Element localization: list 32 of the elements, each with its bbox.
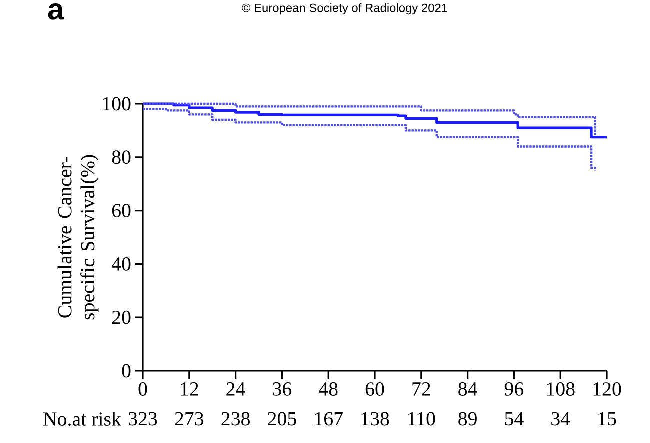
text: © European Society of Radiology 2021 [242,4,448,15]
y-tick-label: 0 [122,364,131,378]
x-tick-label: 48 [319,382,338,396]
text: 273 [175,412,204,426]
y-axis-title: Cumulative Cancer-specific Survival(%) [58,155,99,320]
text: 238 [222,412,250,426]
text: 54 [505,412,524,426]
text: 89 [458,412,477,426]
text: 138 [362,412,390,426]
text: 323 [129,412,158,426]
text: 110 [408,412,436,426]
text: 205 [268,412,296,426]
y-tick-label: 40 [112,257,131,271]
x-tick-label: 120 [594,382,622,396]
x-tick-label: 24 [226,382,246,396]
y-tick-label: 100 [103,97,131,111]
text: 167 [315,412,343,426]
y-tick-label: 80 [112,150,131,164]
x-tick-label: 36 [273,382,292,396]
chart-title: a [48,4,64,20]
x-tick-label: 96 [504,382,524,396]
text: 15 [598,412,616,426]
x-tick-label: 12 [181,382,198,396]
text: 34 [552,412,570,426]
y-tick-label: 60 [112,204,131,218]
y-tick-label: 20 [112,310,131,324]
x-tick-label: 108 [547,382,575,396]
x-tick-label: 84 [458,382,478,396]
x-tick-label: 60 [366,382,384,396]
x-tick-label: 0 [138,382,148,396]
text: No.at risk [43,412,122,426]
x-tick-label: 72 [412,382,430,396]
